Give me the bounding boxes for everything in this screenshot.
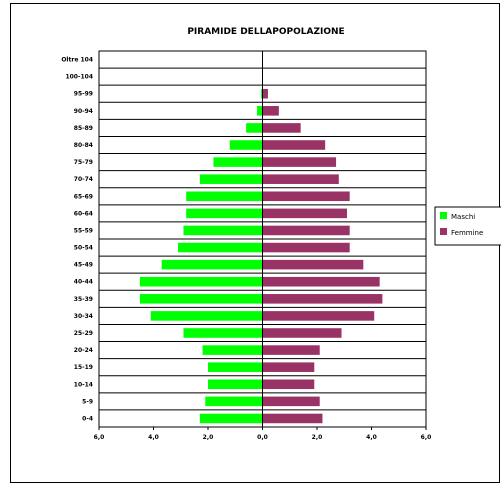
plot-area: 0-4 5-9 10-14 15-19 20-24 25-29 30-34 35-39 40-4… <box>61 50 432 441</box>
bar-maschi-10-14 <box>208 379 263 390</box>
bar-femmine-5-9 <box>262 396 320 407</box>
bar-maschi-65-69 <box>186 191 263 202</box>
bar-maschi-40-44 <box>139 276 263 287</box>
bar-femmine-55-59 <box>262 225 350 236</box>
legend: Maschi Femmine <box>434 206 501 246</box>
category-label: 5-9 <box>82 398 93 405</box>
bar-femmine-35-39 <box>262 294 383 304</box>
legend-label-femmine: Femmine <box>451 229 483 237</box>
bar-maschi-5-9 <box>205 396 263 407</box>
x-tick-label: 6,0 <box>421 434 432 441</box>
bar-femmine-45-49 <box>262 259 364 270</box>
category-label: 55-59 <box>74 227 93 234</box>
category-label: 60-64 <box>74 210 93 217</box>
bar-femmine-50-54 <box>262 242 350 253</box>
chart-title: PIRAMIDE DELLAPOPOLAZIONE <box>187 27 344 37</box>
bar-maschi-15-19 <box>208 362 263 372</box>
category-label: 85-89 <box>74 125 93 132</box>
category-label: 90-94 <box>74 108 93 115</box>
category-label: 65-69 <box>74 193 93 200</box>
bar-maschi-20-24 <box>202 345 263 355</box>
bar-maschi-55-59 <box>183 225 263 236</box>
bar-femmine-0-4 <box>262 413 323 424</box>
legend-label-maschi: Maschi <box>451 213 475 221</box>
category-label: 80-84 <box>74 142 93 149</box>
x-tick-label: 2,0 <box>203 434 214 441</box>
bar-maschi-95-99 <box>261 88 263 99</box>
category-label: 15-19 <box>74 364 93 371</box>
bar-femmine-30-34 <box>262 311 375 321</box>
bar-femmine-20-24 <box>262 345 320 355</box>
category-label: 70-74 <box>74 176 93 183</box>
bar-femmine-10-14 <box>262 379 315 390</box>
x-tick-label: 2,0 <box>312 434 323 441</box>
bar-maschi-75-79 <box>213 157 263 167</box>
bar-maschi-25-29 <box>183 328 263 338</box>
bar-femmine-40-44 <box>262 276 380 287</box>
bar-maschi-0-4 <box>199 413 263 424</box>
legend-swatch-maschi <box>440 212 447 219</box>
category-label: 50-54 <box>74 245 93 252</box>
population-pyramid-chart: PIRAMIDE DELLAPOPOLAZIONE 0-4 5-9 10-14 15-… <box>61 27 501 441</box>
bar-maschi-90-94 <box>257 106 263 116</box>
category-label: 40-44 <box>74 279 93 286</box>
bar-maschi-70-74 <box>199 174 263 184</box>
category-label: 75-79 <box>74 159 93 166</box>
bar-femmine-90-94 <box>262 106 279 116</box>
category-label: 45-49 <box>74 262 93 269</box>
x-tick-label: 6,0 <box>94 434 105 441</box>
x-tick-label: 0,0 <box>257 434 268 441</box>
bar-femmine-70-74 <box>262 174 339 184</box>
bar-femmine-15-19 <box>262 362 315 372</box>
category-label: 0-4 <box>82 415 93 422</box>
bar-maschi-45-49 <box>161 259 263 270</box>
bar-femmine-80-84 <box>262 140 326 150</box>
bar-femmine-60-64 <box>262 208 347 219</box>
bar-maschi-80-84 <box>229 140 263 150</box>
legend-swatch-femmine <box>440 228 447 235</box>
category-label: 30-34 <box>74 313 93 320</box>
category-label: 20-24 <box>74 347 93 354</box>
bar-maschi-35-39 <box>139 294 263 304</box>
bar-maschi-60-64 <box>186 208 263 219</box>
category-label: 10-14 <box>74 381 93 388</box>
bar-maschi-50-54 <box>178 242 263 253</box>
x-tick-label: 4,0 <box>366 434 377 441</box>
chart-frame: PIRAMIDE DELLAPOPOLAZIONE 0-4 5-9 10-14 15-… <box>10 3 501 483</box>
bar-femmine-65-69 <box>262 191 350 202</box>
x-tick-label: 4,0 <box>148 434 159 441</box>
bar-femmine-85-89 <box>262 123 301 133</box>
bar-femmine-75-79 <box>262 157 337 167</box>
bar-maschi-85-89 <box>246 123 263 133</box>
bar-femmine-95-99 <box>262 88 268 99</box>
category-label: 95-99 <box>74 91 93 98</box>
category-label: 35-39 <box>74 296 93 303</box>
bar-femmine-25-29 <box>262 328 342 338</box>
category-label: 100-104 <box>65 74 93 81</box>
category-label: 25-29 <box>74 330 93 337</box>
category-label: Oltre 104 <box>61 57 93 64</box>
bar-maschi-30-34 <box>150 311 263 321</box>
